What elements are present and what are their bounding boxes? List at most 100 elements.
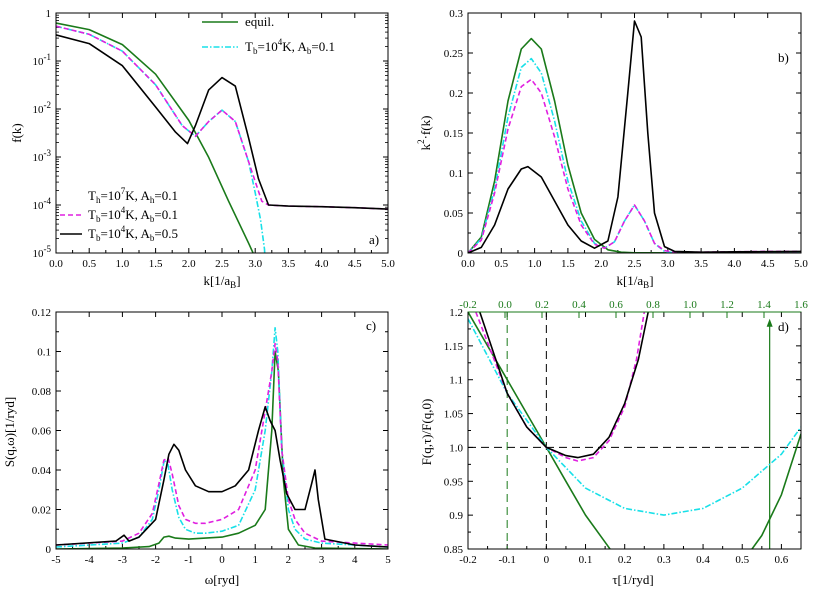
top-x-tick-label: 0.8 xyxy=(646,299,660,311)
green-arrow-head xyxy=(766,318,773,327)
y-tick-label: 0 xyxy=(46,544,52,556)
x-tick-label: 5 xyxy=(385,554,391,566)
series-line-equil xyxy=(56,22,254,253)
y-tick-label: 0.04 xyxy=(32,465,52,477)
y-tick-label: 0.12 xyxy=(32,307,51,319)
panel-d-ylabel: F(q,τ)/F(q,0) xyxy=(419,399,434,466)
panel-a-xlabel: k[1/aB] xyxy=(203,273,240,290)
panel-label-a: a) xyxy=(369,232,379,247)
series-line-black xyxy=(56,34,388,210)
panel-a-ylabel: f(k) xyxy=(9,123,24,143)
y-tick-label: 0.3 xyxy=(449,8,463,20)
legend-label-magenta: Tb=104K, Ab=0.1 xyxy=(88,205,178,224)
x-tick-label: 5.0 xyxy=(794,258,808,270)
panel-c-ylabel: S(q,ω)[1/ryd] xyxy=(2,397,17,467)
y-tick-label: 1.05 xyxy=(444,409,464,421)
x-tick-label: -2 xyxy=(151,554,160,566)
y-tick-label: 1 xyxy=(46,8,52,20)
series-line-equil xyxy=(468,312,801,549)
y-tick-label: 0.06 xyxy=(32,426,52,438)
y-tick-label: 0.1 xyxy=(37,347,51,359)
legend-label-th: Th=107K, Ah=0.1 xyxy=(88,186,178,205)
x-tick-label: 0.5 xyxy=(494,258,508,270)
x-tick-label: 2.0 xyxy=(594,258,608,270)
top-x-tick-label: 1.0 xyxy=(683,299,697,311)
top-x-tick-label: 0.4 xyxy=(572,299,586,311)
y-tick-label: 0.05 xyxy=(444,208,464,220)
x-tick-label: 3 xyxy=(319,554,325,566)
y-tick-label: 0.85 xyxy=(444,544,464,556)
series-line-equil xyxy=(56,350,388,549)
x-tick-label: -0.1 xyxy=(498,554,515,566)
y-tick-label: 0.95 xyxy=(444,476,464,488)
series-group xyxy=(468,20,801,253)
legend-bottom: Th=107K, Ah=0.1 Tb=104K, Ab=0.1 Tb=104K,… xyxy=(60,186,178,243)
y-tick-label: 10-3 xyxy=(33,148,52,164)
y-tick-label: 10-2 xyxy=(33,100,52,116)
panel-c-xlabel: ω[ryd] xyxy=(205,572,240,587)
panel-b-ylabel: k2·f(k) xyxy=(416,116,433,151)
panel-label-c: c) xyxy=(366,318,376,333)
x-tick-label: -3 xyxy=(118,554,128,566)
top-x-tick-label: -0.2 xyxy=(459,299,476,311)
series-line-cyan xyxy=(56,327,388,548)
series-line-cyan xyxy=(468,318,801,516)
panel-b: 0.0 0.5 1.0 1.5 2.0 2.5 3.0 3.5 4.0 4.5 5.0 0 0.05 0.… xyxy=(444,8,809,270)
x-tick-label: 0.3 xyxy=(657,554,671,566)
x-tick-label: 0.4 xyxy=(696,554,710,566)
legend-label-black: Tb=104K, Ab=0.5 xyxy=(88,224,178,243)
y-tick-label: 10-4 xyxy=(33,196,52,212)
x-tick-label: 1 xyxy=(252,554,258,566)
panel-b-xlabel: k[1/aB] xyxy=(616,273,653,290)
series-line-cyan xyxy=(56,25,266,253)
series-line-black xyxy=(468,20,801,253)
x-tick-label: -1 xyxy=(184,554,193,566)
legend-label-cyan: Tb=104K, Ab=0.1 xyxy=(245,37,335,56)
y-tick-label: 0.2 xyxy=(449,88,463,100)
top-x-tick-label: 0.6 xyxy=(609,299,623,311)
y-tick-label: 0.1 xyxy=(449,168,463,180)
x-tick-label: 4.5 xyxy=(348,258,362,270)
x-tick-label: 2.0 xyxy=(182,258,196,270)
x-tick-label: 0.2 xyxy=(618,554,632,566)
top-x-tick-label: 0.2 xyxy=(535,299,549,311)
x-tick-label: 1.0 xyxy=(528,258,542,270)
x-tick-label: 4.0 xyxy=(315,258,329,270)
plot-frame xyxy=(467,311,802,550)
x-tick-label: 4.5 xyxy=(761,258,775,270)
top-x-tick-label: 1.6 xyxy=(794,299,808,311)
series-line-equil xyxy=(468,37,801,253)
series-group xyxy=(56,327,388,549)
x-tick-label: 4 xyxy=(352,554,358,566)
series-line-magenta xyxy=(475,312,646,462)
series-line-black xyxy=(56,406,388,548)
top-x-tick-label: 0.0 xyxy=(498,299,512,311)
x-tick-label: 3.0 xyxy=(661,258,675,270)
x-tick-label: 0.6 xyxy=(775,554,789,566)
x-tick-label: -4 xyxy=(85,554,95,566)
x-tick-label: 0.0 xyxy=(461,258,475,270)
y-tick-label: 1.2 xyxy=(449,307,463,319)
x-tick-label: 2.5 xyxy=(215,258,229,270)
x-tick-label: -0.2 xyxy=(459,554,476,566)
panel-a: 0.0 0.5 1.0 1.5 2.0 2.5 3.0 3.5 4.0 4.5 5.0 10-5 10-… xyxy=(33,8,396,270)
plot-frame xyxy=(55,311,389,550)
x-tick-label: 1.5 xyxy=(149,258,163,270)
panel-d: -0.2 -0.1 0 0.1 0.2 0.3 0.4 0.5 0.6 0.85 0.9 0.95 1.… xyxy=(444,299,809,566)
y-tick-label: 1.0 xyxy=(449,442,463,454)
x-tick-label: 0.0 xyxy=(49,258,63,270)
series-line-magenta xyxy=(468,78,801,253)
plot-frame xyxy=(467,12,802,254)
x-tick-label: 1.0 xyxy=(116,258,130,270)
top-x-tick-label: 1.4 xyxy=(757,299,771,311)
x-tick-label: 0 xyxy=(219,554,225,566)
series-line-black xyxy=(479,312,649,459)
y-tick-label: 0 xyxy=(458,248,464,260)
x-tick-label: 0.5 xyxy=(82,258,96,270)
x-tick-label: 0.1 xyxy=(579,554,593,566)
series-line-magenta xyxy=(56,342,388,546)
x-tick-label: 0.5 xyxy=(735,554,749,566)
series-line-magenta xyxy=(56,25,388,210)
series-group xyxy=(468,312,801,549)
panel-label-b: b) xyxy=(778,50,789,65)
